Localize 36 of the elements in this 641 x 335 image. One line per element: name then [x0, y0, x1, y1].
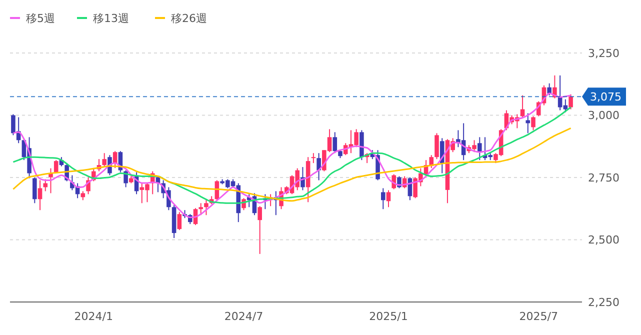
candlestick: [54, 160, 58, 174]
legend-label: 移5週: [26, 12, 55, 25]
candlestick: [102, 152, 106, 168]
x-tick-label: 2025/1: [369, 310, 408, 323]
x-tick-label: 2024/7: [224, 310, 264, 323]
y-tick-label: 2,250: [588, 296, 620, 309]
candlestick: [380, 188, 386, 210]
y-tick-label: 3,250: [588, 46, 620, 60]
legend-label: 移26週: [171, 12, 207, 25]
candlestick: [332, 132, 338, 154]
y-tick-label: 3,000: [588, 109, 620, 122]
candlestick: [434, 132, 439, 160]
y-tick-label: 2,500: [588, 234, 620, 247]
ref-line-label: 3,075: [590, 90, 622, 104]
candlestick: [531, 116, 536, 131]
candlestick: [204, 198, 208, 216]
y-tick-label: 2,750: [588, 171, 620, 184]
candlestick: [311, 152, 316, 164]
x-tick-label: 2025/7: [519, 310, 558, 323]
candlestick: [386, 190, 391, 208]
candlestick: [316, 152, 321, 181]
x-tick-label: 2024/1: [74, 310, 113, 323]
candlestick: [177, 212, 182, 231]
legend-label: 移13週: [93, 12, 129, 25]
candlestick: [112, 150, 118, 169]
candlestick: [568, 94, 573, 110]
candlestick: [43, 178, 48, 192]
candlestick: [32, 177, 37, 204]
candlestick: [526, 112, 530, 134]
candlestick: [198, 202, 204, 216]
candlestick: [478, 136, 482, 161]
candlestick: [48, 168, 53, 194]
candlestick: [38, 180, 42, 211]
candlestick: [440, 138, 444, 174]
candlestick: [258, 206, 262, 254]
candlestick: [547, 82, 552, 96]
